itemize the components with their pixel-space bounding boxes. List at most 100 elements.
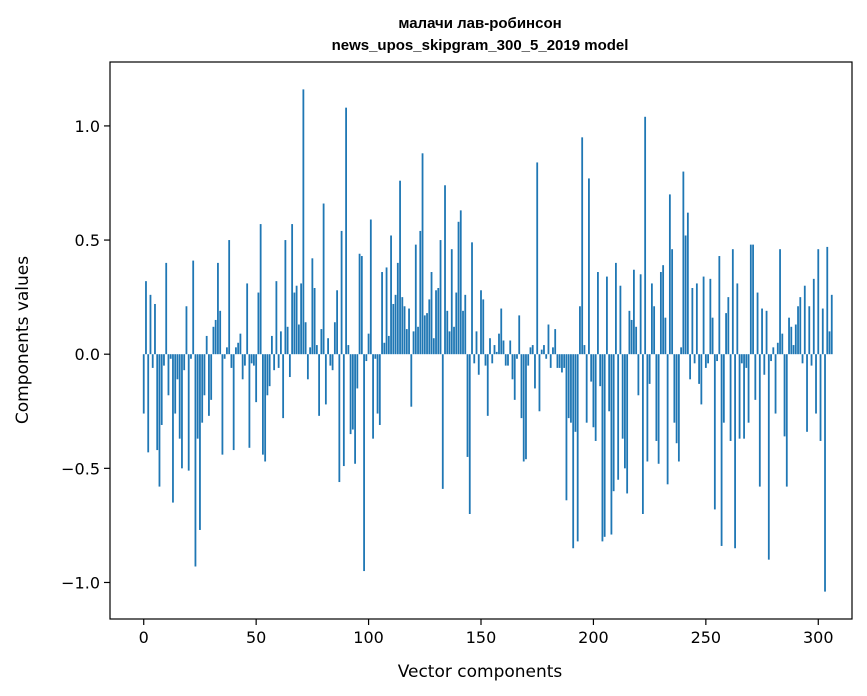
bar-113 (396, 262, 399, 355)
bar-58 (273, 354, 276, 371)
bar-169 (522, 354, 525, 462)
bar-237 (675, 354, 678, 444)
chart-subtitle: news_upos_skipgram_300_5_2019 model (332, 37, 629, 54)
bar-185 (558, 354, 561, 368)
bar-78 (318, 354, 321, 416)
bar-200 (592, 354, 595, 428)
bar-239 (680, 347, 683, 355)
x-axis-ticks: 0 50 100 150 200 250 300 (139, 619, 834, 647)
x-tick-label-0: 0 (139, 628, 149, 647)
bar-12 (169, 354, 172, 359)
bar-249 (702, 276, 705, 355)
bar-46 (246, 283, 249, 355)
chart-title: малачи лав-робинсон (398, 15, 561, 32)
bar-281 (774, 354, 777, 414)
bar-208 (610, 354, 613, 535)
bar-137 (450, 249, 453, 355)
bar-181 (549, 354, 552, 368)
bar-47 (248, 354, 251, 448)
bar-167 (518, 315, 521, 355)
bar-234 (668, 194, 671, 355)
bar-21 (190, 354, 192, 359)
bar-247 (698, 354, 700, 384)
bar-31 (212, 326, 215, 355)
bar-287 (788, 317, 790, 355)
bar-162 (507, 354, 509, 366)
bar-50 (255, 354, 258, 403)
bar-246 (695, 283, 698, 355)
bar-133 (441, 354, 444, 489)
bar-189 (567, 354, 570, 419)
bar-90 (345, 107, 347, 355)
bar-182 (552, 347, 554, 355)
bar-235 (671, 249, 674, 355)
bar-131 (437, 288, 440, 355)
bar-250 (704, 354, 707, 368)
bar-216 (628, 310, 631, 355)
bar-7 (158, 354, 161, 487)
bar-252 (709, 278, 712, 355)
bar-223 (644, 116, 647, 355)
bar-118 (408, 308, 410, 355)
bar-94 (354, 354, 356, 464)
bar-5 (154, 303, 156, 355)
bar-263 (734, 354, 736, 549)
bar-272 (754, 354, 757, 400)
bar-233 (666, 354, 669, 485)
bar-258 (722, 354, 725, 423)
bar-115 (401, 297, 404, 355)
bar-195 (581, 137, 584, 355)
bar-230 (659, 272, 662, 355)
bar-245 (693, 354, 696, 364)
bar-275 (761, 308, 763, 355)
bar-10 (165, 262, 168, 355)
bar-207 (608, 354, 611, 412)
x-tick-label-4: 200 (578, 628, 609, 647)
bar-0 (142, 354, 145, 414)
bar-6 (156, 354, 159, 451)
bar-147 (473, 354, 476, 364)
bar-259 (725, 313, 727, 355)
bar-51 (257, 292, 260, 355)
y-axis-label: Components values (13, 256, 33, 424)
bar-285 (783, 354, 786, 437)
bar-25 (199, 354, 201, 530)
bar-172 (529, 347, 532, 355)
bar-197 (585, 354, 588, 423)
bar-280 (772, 347, 775, 355)
bar-67 (293, 292, 296, 355)
bar-150 (480, 290, 482, 355)
bar-156 (493, 345, 496, 355)
bar-149 (477, 354, 480, 375)
bar-108 (385, 267, 388, 355)
x-tick-label-2: 100 (353, 628, 384, 647)
bar-265 (738, 354, 741, 439)
bar-273 (756, 292, 759, 355)
bar-244 (691, 288, 694, 355)
bar-201 (594, 354, 597, 441)
bar-2 (147, 354, 150, 453)
bar-73 (306, 354, 309, 380)
bar-224 (646, 354, 649, 462)
bar-49 (253, 354, 255, 366)
bar-107 (383, 342, 386, 355)
bar-26 (201, 354, 204, 423)
bar-305 (828, 331, 831, 355)
bar-279 (770, 354, 772, 362)
bar-271 (752, 244, 754, 355)
x-tick-label-3: 150 (466, 628, 497, 647)
bar-215 (626, 354, 629, 494)
bar-298 (812, 278, 815, 355)
bar-116 (403, 306, 406, 355)
bar-135 (446, 310, 449, 355)
bar-240 (682, 171, 685, 355)
bar-121 (414, 244, 417, 355)
bar-13 (172, 354, 174, 503)
bar-23 (194, 354, 197, 567)
bar-61 (279, 331, 282, 355)
bar-144 (466, 354, 469, 457)
bar-18 (183, 354, 186, 371)
bar-276 (763, 354, 766, 375)
bar-134 (444, 185, 446, 355)
bar-15 (176, 354, 179, 380)
